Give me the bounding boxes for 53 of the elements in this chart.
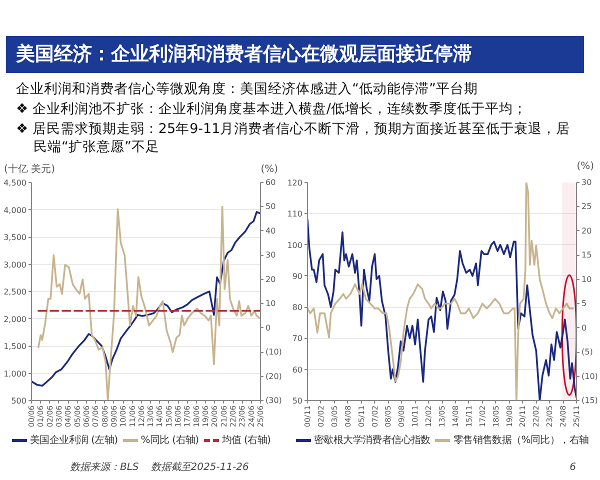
legend-label: 均值 (右轴) <box>220 434 271 447</box>
legend-label: %同比 (右轴) <box>140 434 199 447</box>
text: 企业利润和消费者信心等微观角度：美国经济体感进入“低动能停滞”平台期 <box>16 80 479 100</box>
y2-tick-label: 25 <box>582 202 592 212</box>
text: ❖ 居民需求预期走弱：25年9-11月消费者信心不断下滑，预期方面接近甚至低于衰退，居民端“扩张意愿”不足 <box>16 120 572 156</box>
y-tick-label: 3,000 <box>4 260 27 270</box>
y2-tick-label: (10) <box>582 372 598 381</box>
y2-axis-title: (%) <box>260 163 278 177</box>
y-axis-title: (十亿 美元) <box>4 163 55 177</box>
legend-label: 美国企业利润 (左轴) <box>29 434 118 447</box>
y2-tick-label: 5 <box>582 299 587 308</box>
line-series <box>308 182 574 400</box>
y-tick-label: 110 <box>287 210 303 219</box>
text: 美国经济：企业利润和消费者信心在微观层面接近停滞 <box>6 36 584 74</box>
y-tick-label: 2,000 <box>4 314 27 324</box>
y2-tick-label: 30 <box>266 250 276 260</box>
y2-tick-label: (30) <box>266 396 282 405</box>
legend-label: 零售销售数据（%同比），右轴 <box>452 434 589 447</box>
y2-tick-label: 60 <box>266 178 276 187</box>
y2-tick-label: 15 <box>582 250 592 260</box>
y-tick-label: 70 <box>292 334 303 344</box>
text: 6 <box>570 461 576 475</box>
y2-tick-label: 30 <box>582 178 592 187</box>
text: 数据截至2025-11-26 <box>150 461 249 475</box>
y-tick-label: 60 <box>292 365 303 374</box>
y2-tick-label: 20 <box>582 226 592 236</box>
y-tick-label: 3,500 <box>4 233 27 242</box>
y-tick-label: 4,500 <box>4 178 27 188</box>
y2-tick-label: 10 <box>266 299 276 308</box>
y2-tick-label: 0 <box>582 323 587 332</box>
y2-tick-label: 20 <box>266 274 276 284</box>
text: ❖ 企业利润池不扩张：企业利润角度基本进入横盘/低增长，连续数季度低于平均； <box>16 101 528 119</box>
y2-tick-label: (5) <box>582 348 593 357</box>
y-tick-label: 50 <box>292 396 303 406</box>
y-tick-label: 1,500 <box>4 342 27 351</box>
y-tick-label: 80 <box>292 303 303 312</box>
source-note: 数据来源：BLS <box>70 461 139 475</box>
y2-tick-label: 50 <box>266 202 276 212</box>
y2-tick-label: (15) <box>582 396 598 405</box>
y2-axis-title: (%) <box>576 160 594 174</box>
y2-tick-label: (10) <box>266 348 282 357</box>
y2-tick-label: 10 <box>582 274 592 284</box>
legend-label: 密歇根大学消费者信心指数 <box>313 434 430 447</box>
y-tick-label: 4,000 <box>4 206 27 215</box>
y-tick-label: 500 <box>11 396 27 406</box>
y-tick-label: 90 <box>292 272 303 281</box>
y-tick-label: 120 <box>287 178 303 188</box>
y-tick-label: 100 <box>287 240 303 250</box>
y-tick-label: 1,000 <box>4 369 27 378</box>
y2-tick-label: 0 <box>266 323 271 332</box>
y2-tick-label: (20) <box>266 372 282 381</box>
y2-tick-label: 40 <box>266 226 276 236</box>
y-tick-label: 2,500 <box>4 288 27 296</box>
